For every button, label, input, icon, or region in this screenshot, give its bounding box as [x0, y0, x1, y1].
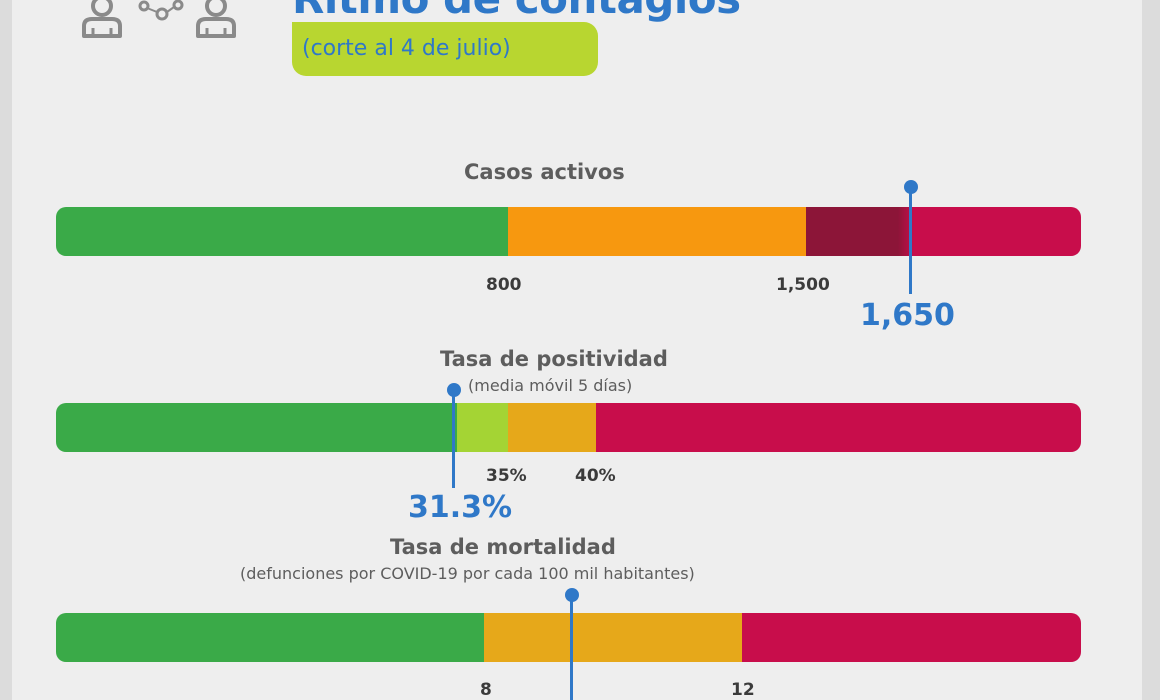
subtitle-pill — [292, 22, 598, 76]
active-cases-segment-green — [56, 207, 508, 256]
mortality-subtitle: (defunciones por COVID-19 por cada 100 m… — [240, 564, 695, 583]
mortality-marker-dot — [565, 588, 579, 602]
positivity-value: 31.3% — [408, 490, 513, 525]
mortality-segment-red — [742, 613, 1081, 662]
active-cases-title: Casos activos — [464, 160, 625, 184]
virus-spread-icon — [138, 0, 184, 21]
positivity-subtitle: (media móvil 5 días) — [468, 376, 633, 395]
active-cases-segment-red — [914, 207, 1081, 256]
active-cases-value: 1,650 — [860, 298, 955, 333]
mortality-segment-green — [56, 613, 484, 662]
mortality-bar — [56, 613, 1081, 662]
active-cases-tick-1500: 1,500 — [776, 275, 830, 295]
page-title: Ritmo de contagios — [292, 0, 741, 23]
person-right-icon — [196, 0, 236, 38]
active-cases-marker-line — [909, 188, 912, 294]
positivity-segment-lime — [457, 403, 508, 452]
mortality-title: Tasa de mortalidad — [390, 535, 616, 559]
positivity-segment-red — [596, 403, 1081, 452]
active-cases-marker-dot — [904, 180, 918, 194]
active-cases-tick-800: 800 — [486, 275, 522, 295]
mortality-tick-8: 8 — [480, 680, 492, 700]
active-cases-segment-maroon — [806, 207, 914, 256]
positivity-tick-40: 40% — [575, 466, 616, 486]
positivity-marker-line — [452, 390, 455, 488]
positivity-bar — [56, 403, 1081, 452]
mortality-segment-amber — [484, 613, 742, 662]
positivity-tick-35: 35% — [486, 466, 527, 486]
infographic-card — [12, 0, 1142, 700]
positivity-segment-green — [56, 403, 457, 452]
page-subtitle: (corte al 4 de julio) — [302, 36, 511, 61]
positivity-segment-amber — [508, 403, 596, 452]
person-left-icon — [82, 0, 122, 38]
positivity-title: Tasa de positividad — [440, 347, 668, 371]
active-cases-bar — [56, 207, 1081, 256]
active-cases-segment-orange — [508, 207, 806, 256]
mortality-tick-12: 12 — [731, 680, 755, 700]
mortality-marker-line — [570, 596, 573, 700]
